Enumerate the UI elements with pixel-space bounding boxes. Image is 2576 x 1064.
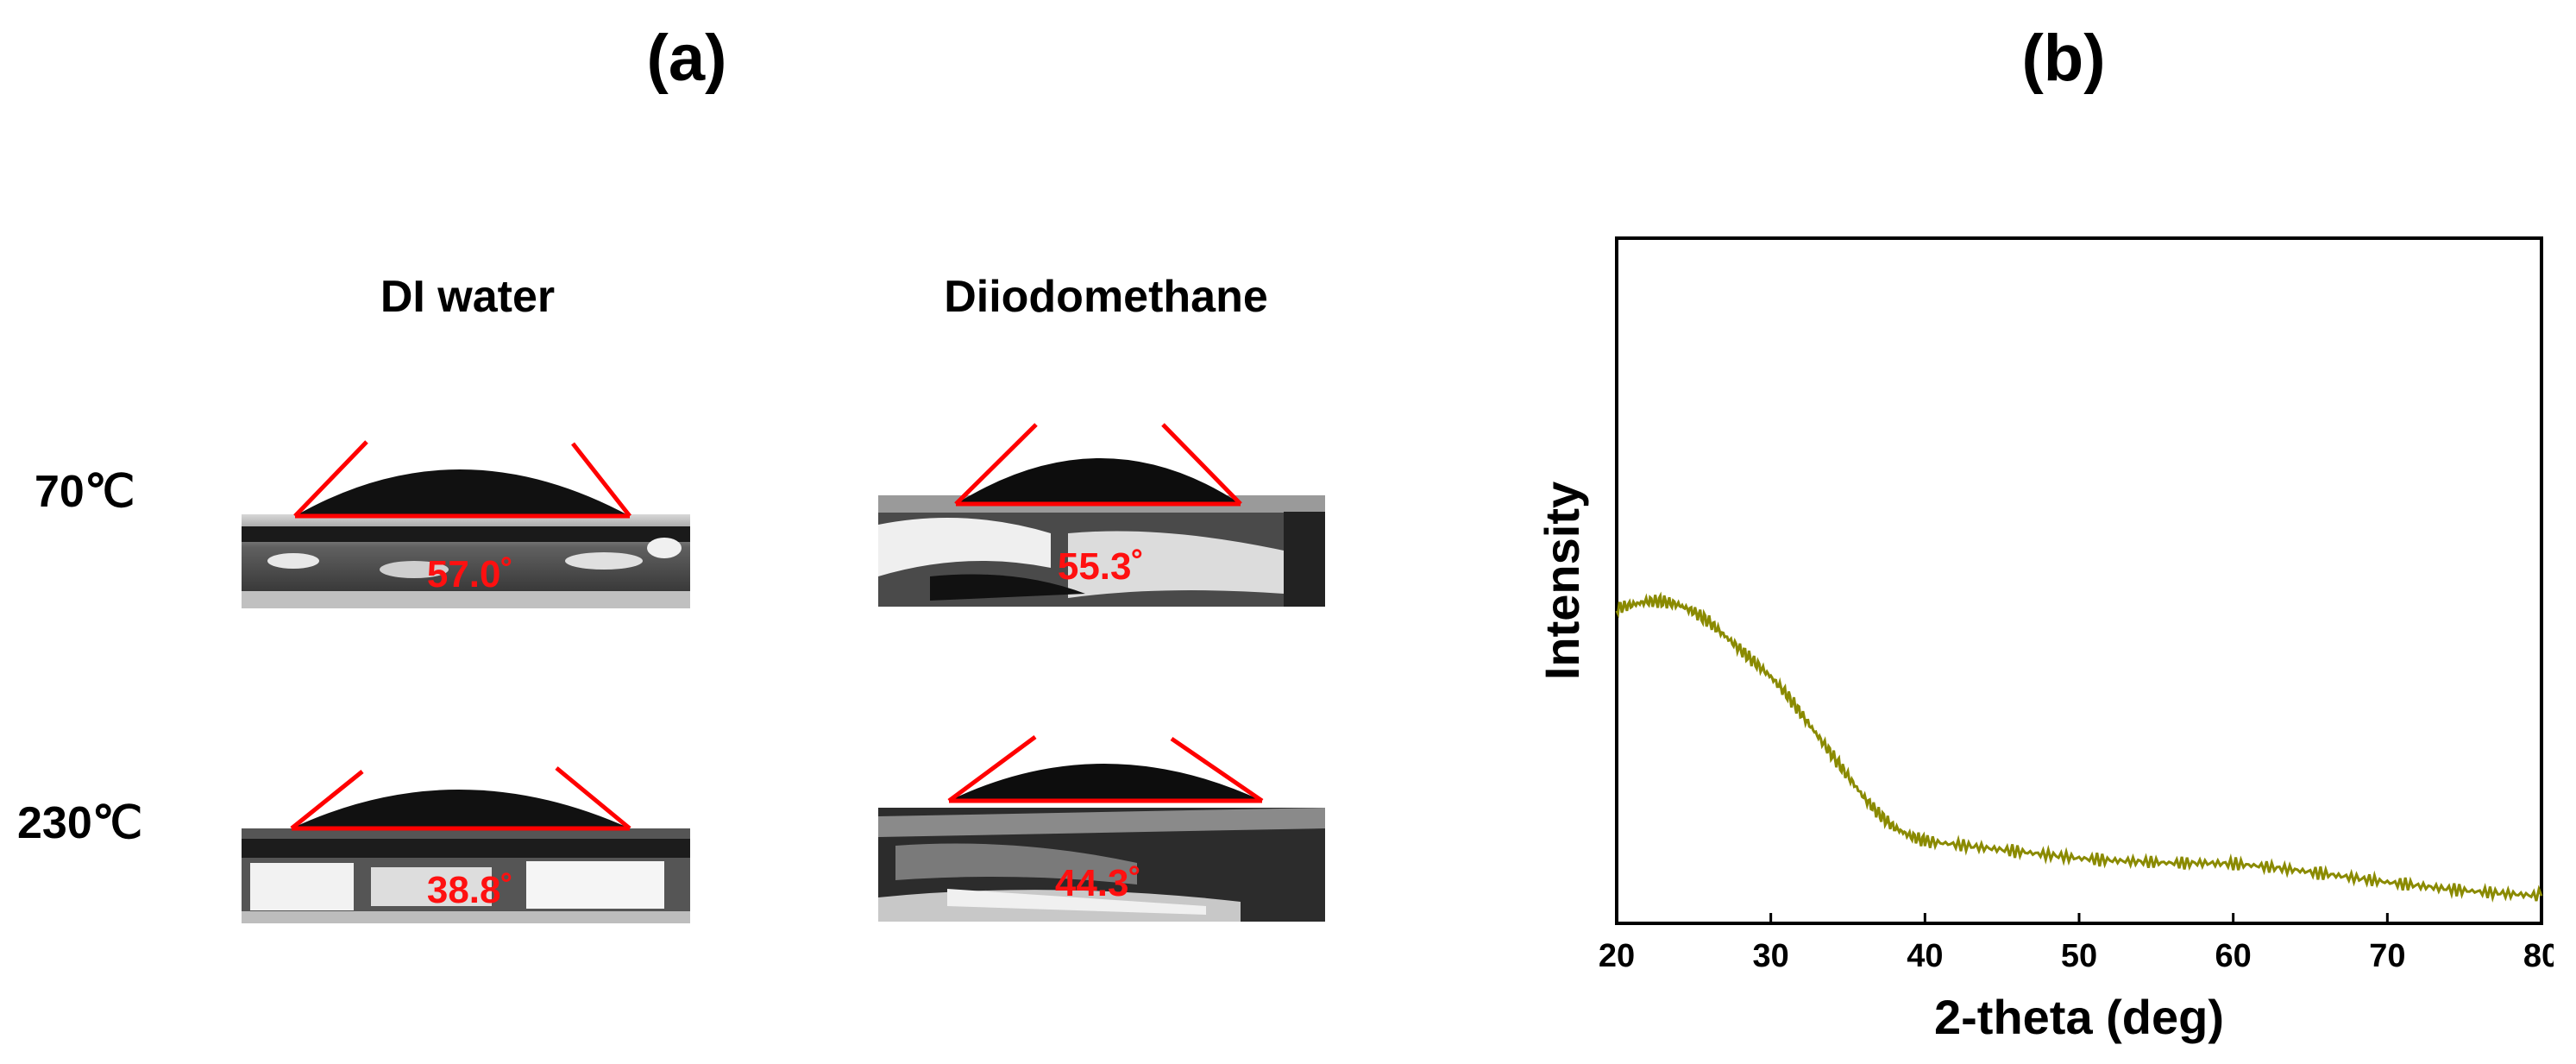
x-tick-label: 20 [1599, 938, 1635, 974]
column-heading-diiodomethane: Diiodomethane [944, 272, 1268, 322]
droplet-image-diiodomethane-70c: 55.3˚ [878, 423, 1325, 607]
contact-angle-label: 55.3˚ [1058, 545, 1144, 588]
plot-frame [1615, 236, 2543, 925]
x-tick-label: 40 [1907, 938, 1943, 974]
row-heading-70c: 70℃ [35, 467, 135, 517]
row-heading-230c: 230℃ [17, 798, 143, 848]
droplet-image-diiodomethane-230c: 44.3˚ [878, 734, 1325, 922]
panel-b-label: (b) [2021, 22, 2106, 95]
x-tick-label: 30 [1753, 938, 1789, 974]
y-axis-title: Intensity [1535, 482, 1589, 680]
panel-a-label: (a) [646, 22, 727, 95]
x-tick-label: 80 [2523, 938, 2554, 974]
x-axis-ticks: 20 30 40 50 60 70 80 [1599, 913, 2554, 974]
x-tick-label: 50 [2061, 938, 2097, 974]
column-heading-di-water: DI water [380, 272, 556, 322]
xrd-series-line [1615, 591, 2543, 903]
xrd-chart: 20 30 40 50 60 70 80 2-theta (deg) Intensity [1535, 236, 2554, 1044]
x-tick-label: 60 [2215, 938, 2252, 974]
contact-angle-label: 44.3˚ [1055, 862, 1141, 904]
x-axis-title: 2-theta (deg) [1934, 990, 2224, 1044]
contact-angle-label: 57.0˚ [427, 553, 513, 595]
x-tick-label: 70 [2369, 938, 2405, 974]
droplet-image-di-water-230c: 38.8˚ [242, 766, 690, 923]
droplet-image-di-water-70c: 57.0˚ [242, 440, 690, 608]
contact-angle-label: 38.8˚ [427, 869, 513, 911]
